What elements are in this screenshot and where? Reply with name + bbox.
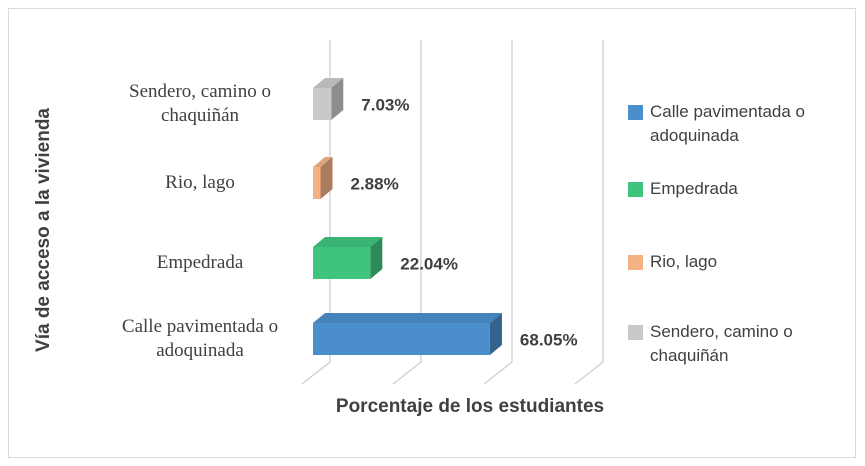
bar-front bbox=[313, 247, 371, 279]
grid-line bbox=[483, 40, 513, 385]
legend-entry: Calle pavimentada o adoquinada bbox=[628, 100, 843, 148]
bar-side bbox=[489, 313, 502, 355]
data-label: 7.03% bbox=[361, 95, 409, 114]
chart-frame bbox=[8, 8, 856, 458]
grid-line bbox=[574, 40, 604, 385]
grid-line bbox=[392, 40, 422, 385]
legend-text: Rio, lago bbox=[650, 252, 718, 271]
bar bbox=[313, 313, 502, 355]
y-tick-label: Sendero, camino o chaquiñán bbox=[129, 81, 271, 126]
y-tick-label: Calle pavimentada o adoquinada bbox=[121, 316, 279, 361]
bar-top bbox=[313, 157, 333, 167]
legend-text: Calle pavimentada o adoquinada bbox=[650, 102, 805, 145]
y-tick-label: Empedrada bbox=[156, 252, 244, 273]
y-tick-label: Rio, lago bbox=[165, 172, 235, 193]
legend-swatch bbox=[628, 255, 643, 270]
bar-front bbox=[313, 167, 321, 199]
bar-top bbox=[313, 78, 344, 88]
data-label: 2.88% bbox=[350, 174, 398, 193]
y-axis-label: Vía de acceso a la vivienda bbox=[33, 108, 54, 352]
legend-swatch bbox=[628, 182, 643, 197]
grid-line bbox=[301, 40, 331, 385]
bar-side bbox=[320, 157, 333, 199]
bar bbox=[313, 78, 344, 120]
legend-text: Empedrada bbox=[650, 179, 738, 198]
bar-side bbox=[331, 78, 344, 120]
data-label: 22.04% bbox=[400, 254, 458, 273]
bar-top bbox=[313, 313, 502, 323]
legend-swatch bbox=[628, 105, 643, 120]
legend-swatch bbox=[628, 325, 643, 340]
legend-entry: Rio, lago bbox=[628, 250, 843, 274]
legend-text: Sendero, camino o chaquiñán bbox=[650, 322, 793, 365]
bar-front bbox=[313, 323, 490, 355]
legend-entry: Empedrada bbox=[628, 177, 843, 201]
bar-top bbox=[313, 237, 383, 247]
data-label: 68.05% bbox=[520, 330, 578, 349]
bar bbox=[313, 237, 383, 279]
bar bbox=[313, 157, 333, 199]
legend-entry: Sendero, camino o chaquiñán bbox=[628, 320, 843, 368]
bar-side bbox=[370, 237, 383, 279]
bar-front bbox=[313, 88, 332, 120]
x-axis-label: Porcentaje de los estudiantes bbox=[336, 396, 604, 417]
